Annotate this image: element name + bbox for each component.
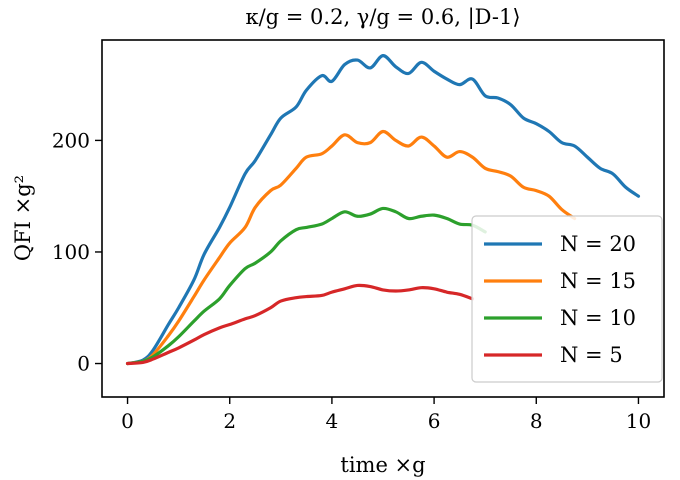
y-tick-label: 0 — [77, 352, 90, 376]
legend-label: N = 15 — [560, 269, 636, 293]
series-line-N-15 — [125, 129, 577, 366]
series-line-N-20 — [125, 54, 641, 366]
x-tick-label: 6 — [428, 409, 441, 433]
x-tick-label: 8 — [530, 409, 543, 433]
x-tick-label: 2 — [223, 409, 236, 433]
x-tick-label: 10 — [626, 409, 651, 433]
series-line-N-5 — [125, 283, 475, 366]
series-line-N-10 — [125, 206, 487, 366]
x-axis-ticks: 0 2 4 6 8 10 — [121, 397, 651, 433]
series-group — [125, 54, 641, 366]
x-tick-label: 4 — [326, 409, 339, 433]
y-axis-ticks: 0 100 200 — [52, 128, 102, 376]
y-tick-label: 200 — [52, 128, 90, 152]
legend: N = 20 N = 15 N = 10 N = 5 — [471, 215, 663, 383]
legend-label: N = 5 — [560, 343, 623, 367]
x-tick-label: 0 — [121, 409, 134, 433]
chart-title: κ/g = 0.2, γ/g = 0.6, |D-1⟩ — [245, 5, 520, 30]
legend-label: N = 20 — [560, 232, 636, 256]
y-axis-label: QFI ×g² — [11, 175, 35, 261]
legend-box — [471, 215, 663, 383]
legend-label: N = 10 — [560, 306, 636, 330]
y-tick-label: 100 — [52, 240, 90, 264]
x-axis-label: time ×g — [340, 453, 425, 477]
plot-frame — [101, 39, 665, 398]
legend-entries: N = 20 N = 15 N = 10 N = 5 — [484, 232, 636, 367]
